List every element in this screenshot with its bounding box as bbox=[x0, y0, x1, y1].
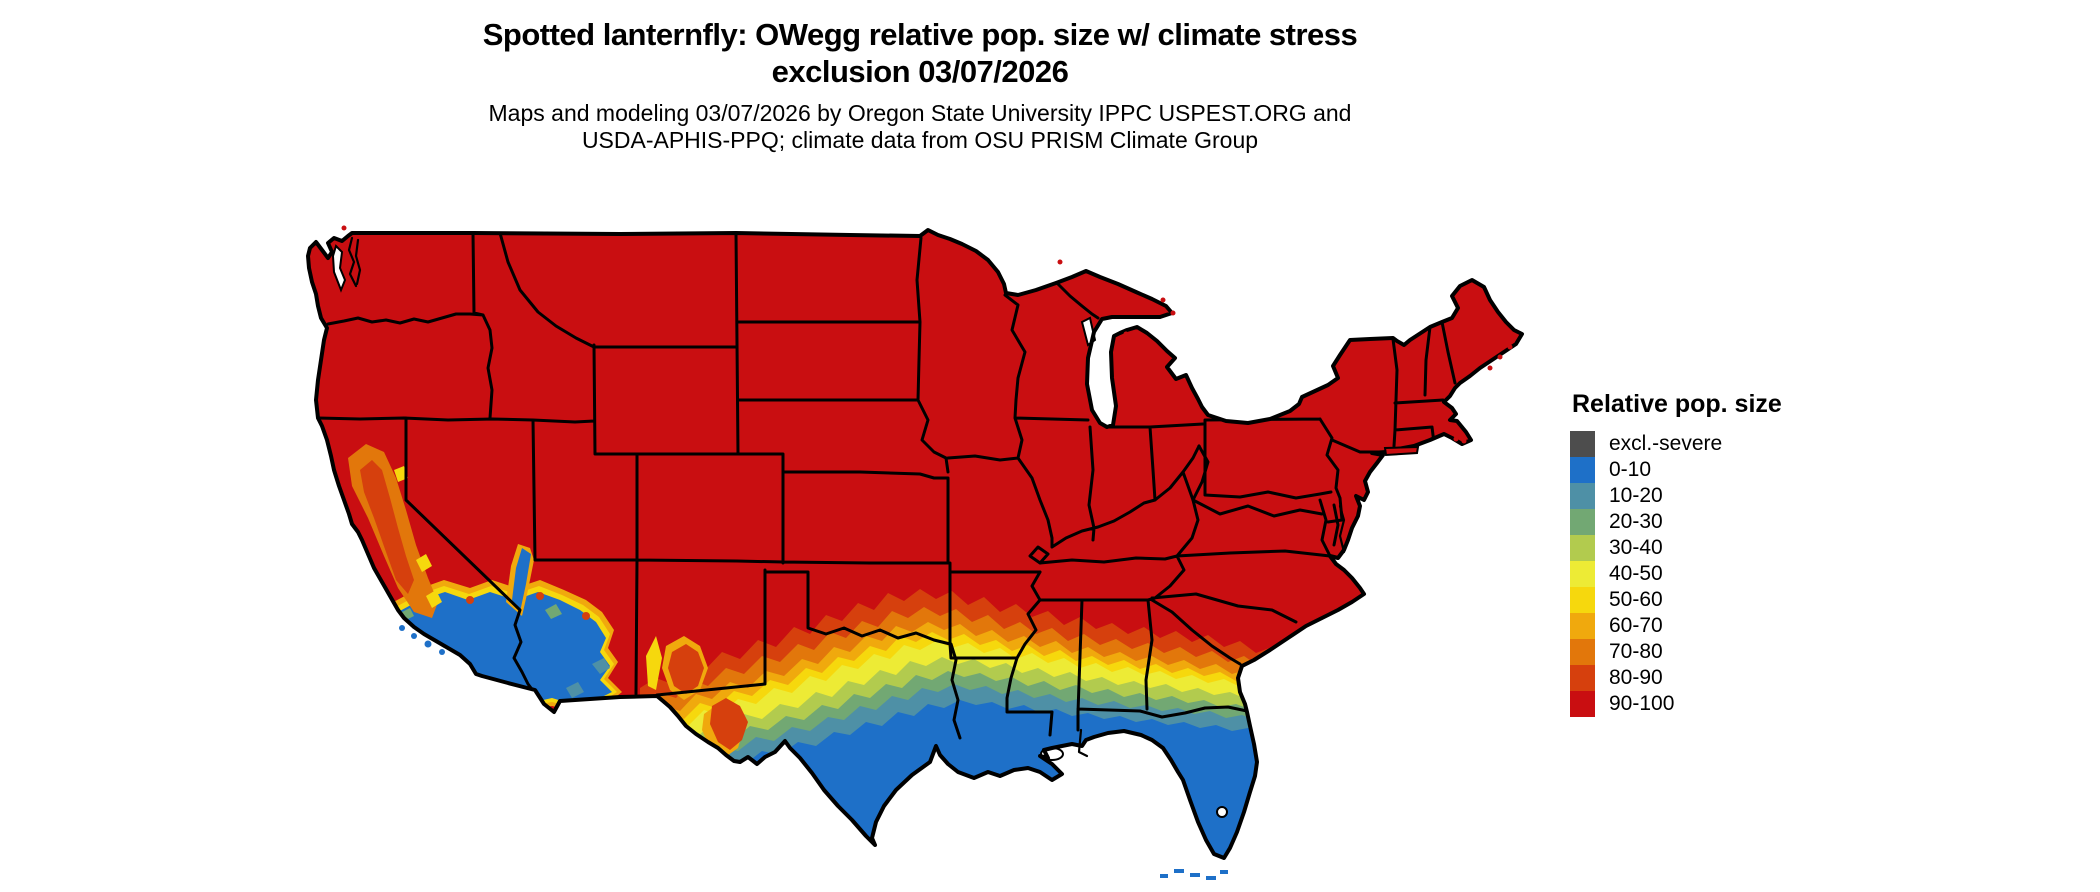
puget-sound bbox=[331, 244, 347, 293]
legend-item-label: 40-50 bbox=[1609, 562, 1663, 585]
title-block: Spotted lanternfly: OWegg relative pop. … bbox=[270, 16, 1570, 154]
legend-item: 30-40 bbox=[1570, 535, 1830, 561]
legend-item: 60-70 bbox=[1570, 613, 1830, 639]
channel-island bbox=[439, 649, 445, 655]
legend-swatch bbox=[1570, 561, 1595, 587]
davis-core bbox=[668, 644, 704, 694]
us-outline bbox=[306, 228, 1524, 860]
bigbend-core bbox=[710, 698, 748, 750]
lake-island bbox=[1170, 310, 1176, 316]
long-island bbox=[1383, 445, 1420, 457]
sw-red-speck2 bbox=[536, 592, 544, 600]
florida-key bbox=[1160, 874, 1168, 878]
legend-item: 20-30 bbox=[1570, 509, 1830, 535]
figure-title-line1: Spotted lanternfly: OWegg relative pop. … bbox=[482, 17, 1358, 52]
legend-swatch bbox=[1570, 613, 1595, 639]
legend-swatch bbox=[1570, 509, 1595, 535]
legend-item: 40-50 bbox=[1570, 561, 1830, 587]
legend-swatch bbox=[1570, 587, 1595, 613]
chesapeake-squiggle bbox=[1338, 504, 1346, 554]
sw-red-speck3 bbox=[582, 612, 590, 620]
sw-teal-speck1 bbox=[592, 658, 610, 674]
puget-squiggle bbox=[347, 236, 362, 288]
florida-key bbox=[1206, 876, 1216, 880]
figure-subtitle-line2: USDA-APHIS-PPQ; climate data from OSU PR… bbox=[581, 127, 1259, 153]
maine-island bbox=[1507, 344, 1513, 350]
state-borders-central bbox=[946, 282, 1344, 737]
legend-item-label: 20-30 bbox=[1609, 510, 1663, 533]
ca-valley-core bbox=[360, 460, 414, 594]
legend-item-label: 30-40 bbox=[1609, 536, 1663, 559]
ca-coast-speck5 bbox=[358, 576, 366, 584]
legend-item-label: 0-10 bbox=[1609, 458, 1652, 481]
colorado-river-blue bbox=[512, 548, 531, 612]
lake-island bbox=[1123, 331, 1129, 337]
sw-blue-0-10 bbox=[398, 592, 612, 705]
lake-island bbox=[1057, 259, 1063, 265]
channel-island bbox=[399, 625, 405, 631]
legend-swatch bbox=[1570, 665, 1595, 691]
lake-island bbox=[1160, 297, 1166, 303]
florida-key bbox=[1220, 870, 1228, 874]
legend-item: 0-10 bbox=[1570, 457, 1830, 483]
figure-subtitle: Maps and modeling 03/07/2026 by Oregon S… bbox=[270, 100, 1570, 154]
legend-swatch bbox=[1570, 535, 1595, 561]
state-borders-west bbox=[316, 231, 1042, 740]
legend-swatch bbox=[1570, 457, 1595, 483]
sw-green-speck bbox=[545, 604, 562, 619]
legend-item-label: 10-20 bbox=[1609, 484, 1663, 507]
legend-item-label: 90-100 bbox=[1609, 692, 1675, 715]
mobile-bay bbox=[1077, 728, 1089, 758]
lake-okeechobee bbox=[1216, 806, 1228, 818]
legend-title: Relative pop. size bbox=[1572, 390, 1782, 418]
legend-swatch bbox=[1570, 431, 1595, 457]
legend-item: 10-20 bbox=[1570, 483, 1830, 509]
legend-item: 70-80 bbox=[1570, 639, 1830, 665]
figure-subtitle-line1: Maps and modeling 03/07/2026 by Oregon S… bbox=[488, 100, 1352, 126]
legend-item: 80-90 bbox=[1570, 665, 1830, 691]
offshore-islands bbox=[341, 225, 1513, 880]
channel-island bbox=[424, 640, 432, 648]
ca-coast-speck4 bbox=[348, 552, 356, 560]
ca-gold-fleck2 bbox=[416, 554, 432, 572]
legend-item: excl.-severe bbox=[1570, 431, 1830, 457]
ca-coast-speck3 bbox=[340, 524, 348, 532]
florida-key bbox=[1190, 873, 1200, 877]
legend-item-label: 80-90 bbox=[1609, 666, 1663, 689]
legend-item: 50-60 bbox=[1570, 587, 1830, 613]
ca-gold-fleck3 bbox=[426, 590, 442, 608]
florida-key bbox=[1174, 869, 1184, 873]
sw-red-speck1 bbox=[466, 596, 474, 604]
legend-swatch bbox=[1570, 691, 1595, 717]
maine-island bbox=[1497, 354, 1503, 360]
legend: Relative pop. size excl.-severe 0-10 10-… bbox=[1570, 390, 1830, 717]
legend-rows: excl.-severe 0-10 10-20 20-30 30-40 40-5… bbox=[1570, 431, 1830, 717]
maine-island bbox=[1487, 365, 1493, 371]
ca-coast-speck2 bbox=[332, 494, 340, 502]
ma-island bbox=[1453, 436, 1459, 442]
legend-item-label: excl.-severe bbox=[1609, 432, 1723, 455]
riogrande-gold bbox=[646, 636, 662, 690]
figure-title-line2: exclusion 03/07/2026 bbox=[771, 54, 1069, 89]
sw-teal-speck2 bbox=[566, 682, 584, 698]
legend-swatch bbox=[1570, 639, 1595, 665]
wa-island bbox=[341, 225, 347, 231]
legend-item-label: 60-70 bbox=[1609, 614, 1663, 637]
legend-item: 90-100 bbox=[1570, 691, 1830, 717]
legend-item-label: 70-80 bbox=[1609, 640, 1663, 663]
legend-item-label: 50-60 bbox=[1609, 588, 1663, 611]
ma-island bbox=[1461, 438, 1467, 444]
legend-swatch bbox=[1570, 483, 1595, 509]
channel-island bbox=[411, 633, 417, 639]
